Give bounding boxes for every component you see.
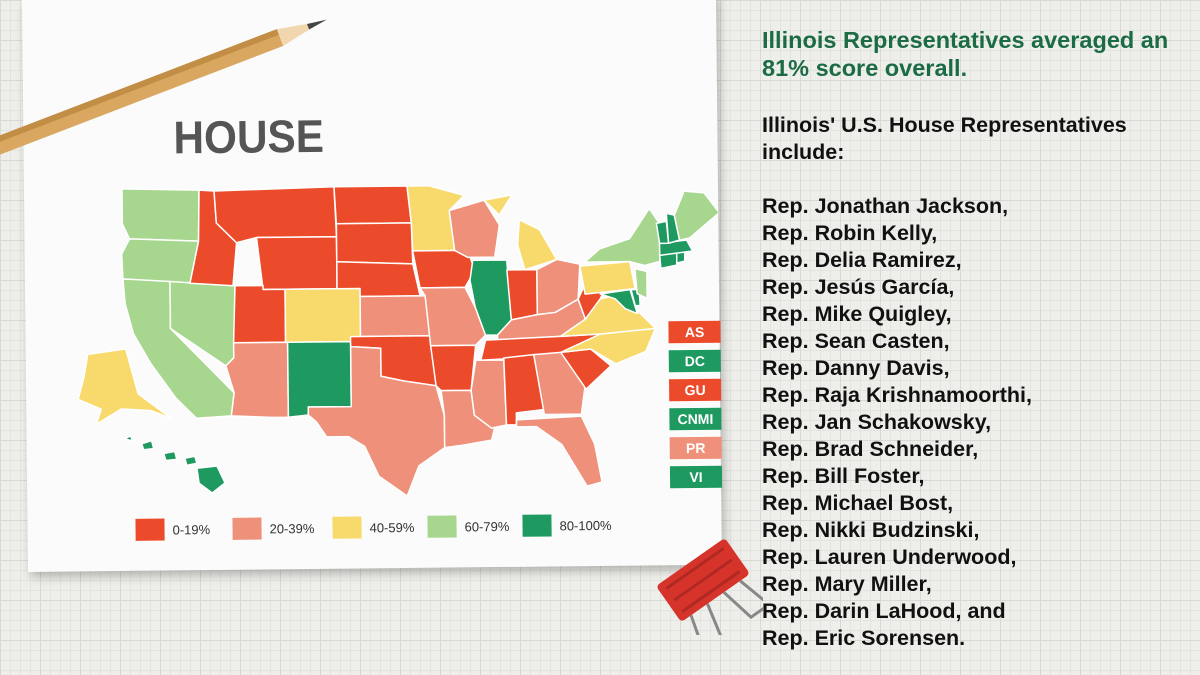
representative-item: Rep. Eric Sorensen. [762,626,966,650]
representative-item: Rep. Delia Ramirez, [762,248,962,272]
representative-item: Rep. Jan Schakowsky, [762,410,992,434]
legend-swatch [522,514,552,537]
state-NM [286,340,353,418]
state-MD [599,288,639,315]
territory-box: CNMI [669,407,722,431]
state-PA [579,260,636,295]
legend-swatch [232,517,262,540]
pencil-image [0,19,327,161]
territory-box: GU [669,378,722,402]
territory-label: GU [684,381,706,399]
legend-item: 0-19% [135,518,210,541]
representative-item: Rep. Sean Casten, [762,329,950,353]
state-SD [335,222,414,265]
state-AZ [225,341,290,419]
representative-item: Rep. Jonathan Jackson, [762,194,1009,218]
state-FL [515,415,603,487]
territory-label: PR [685,439,706,457]
legend-label: 40-59% [369,519,415,535]
headline: Illinois Representatives averaged an 81%… [762,27,1169,81]
legend-item: 80-100% [522,514,612,537]
representative-item: Rep. Mary Miller, [762,572,932,596]
state-CO [284,287,362,344]
pencil-shade [0,29,279,150]
state-MO [419,286,487,347]
state-AK [77,348,173,425]
legend-item: 40-59% [332,516,414,539]
territory-label: VI [689,468,703,486]
representative-item: Rep. Nikki Budzinski, [762,518,980,542]
representative-item: Rep. Michael Bost, [762,491,954,515]
state-ND [333,185,413,225]
pencil-lead [307,19,327,30]
legend-swatch [332,516,362,539]
representative-item: Rep. Lauren Underwood, [762,545,1017,569]
state-OR [120,238,200,285]
binder-clip-ridges [665,547,741,613]
state-IN [506,268,539,321]
paper-sheet: HOUSE [22,0,723,572]
us-house-map [77,184,721,497]
territory-box: AS [668,320,721,344]
state-KS [359,295,432,338]
legend-item: 60-79% [427,515,509,538]
territory-label: DC [684,352,706,370]
representative-item: Rep. Jesús García, [762,275,955,299]
subhead: Illinois' U.S. House Representatives inc… [762,113,1127,164]
representative-item: Rep. Robin Kelly, [762,221,938,245]
state-WA [121,188,200,242]
legend-label: 20-39% [269,520,315,536]
legend-item: 20-39% [232,517,314,540]
state-WY [255,235,338,291]
territory-box: VI [669,465,723,489]
state-ME [673,190,721,241]
state-NJ [634,267,648,300]
legend-swatch [135,518,165,541]
territory-label: CNMI [677,410,714,428]
representative-item: Rep. Bill Foster, [762,464,925,488]
representatives-list: Rep. Jonathan Jackson, Rep. Robin Kelly, R… [762,193,1182,652]
binder-clip-image [657,539,763,635]
representative-item: Rep. Mike Quigley, [762,302,952,326]
state-HI [123,435,226,494]
territory-box: PR [669,436,722,460]
territory-box: DC [668,349,721,373]
legend-label: 80-100% [559,517,612,533]
state-AR [429,344,477,392]
legend-label: 0-19% [172,521,211,537]
representative-item: Rep. Danny Davis, [762,356,950,380]
pencil-wood-tip [276,21,323,46]
representative-item: Rep. Raja Krishnamoorthi, [762,383,1032,407]
state-UT [232,284,287,344]
state-TX [307,345,446,497]
binder-clip-handles [689,579,763,635]
representative-item: Rep. Darin LaHood, and [762,599,1006,623]
state-NY [584,207,661,267]
representative-item: Rep. Brad Schneider, [762,437,979,461]
binder-clip-body [657,539,749,621]
territory-label: AS [684,323,705,341]
legend-swatch [427,515,457,538]
state-MT [213,185,338,244]
legend-label: 60-79% [464,518,510,534]
state-MI [483,194,558,271]
